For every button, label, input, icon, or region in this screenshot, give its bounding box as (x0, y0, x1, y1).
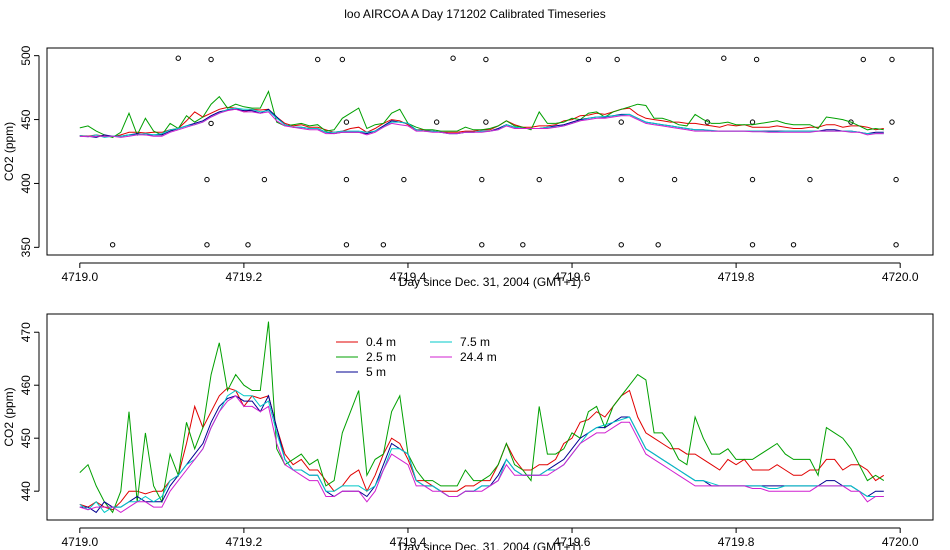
flag-point (749, 176, 756, 183)
top-panel-series (79, 89, 884, 138)
y-tick-label: 450 (19, 428, 33, 448)
x-tick-label: 4720.0 (882, 270, 919, 284)
flag-point (479, 242, 485, 248)
flag-point (753, 56, 760, 63)
flag-point (848, 119, 854, 125)
flag-point (208, 56, 214, 63)
flag-point (860, 56, 866, 63)
legend-item: 24.4 m (430, 350, 497, 364)
legend-label: 24.4 m (460, 350, 497, 364)
flag-point (618, 119, 624, 125)
top-panel-x-label: Day since Dec. 31, 2004 (GMT+1) (399, 275, 581, 289)
top-panel: 4719.0 4719.2 4719.4 4719.6 4719.8 4720.0 350… (2, 45, 934, 289)
x-tick-label: 4719.6 (554, 535, 591, 549)
legend-label: 2.5 m (366, 350, 396, 364)
flag-point (618, 176, 624, 183)
legend-label: 0.4 m (366, 335, 396, 349)
flag-point (245, 242, 251, 248)
flag-point (401, 176, 407, 183)
flag-point (889, 119, 895, 125)
series-line-2-5-m (79, 89, 884, 138)
x-tick-label: 4720.0 (882, 535, 919, 549)
flag-point (208, 120, 214, 127)
top-panel-plot-box (46, 47, 934, 256)
x-tick-label: 4719.4 (390, 535, 427, 549)
flag-point (749, 119, 756, 125)
flag-point (721, 55, 727, 61)
flag-point (175, 55, 181, 61)
y-tick-label: 470 (19, 322, 33, 342)
flag-point (204, 242, 210, 248)
y-tick-label: 400 (19, 173, 33, 193)
flag-point (807, 176, 813, 183)
flag-point (479, 176, 485, 183)
y-tick-label: 440 (19, 481, 33, 501)
legend-label: 7.5 m (460, 335, 490, 349)
series-line-5-m (79, 394, 884, 514)
bottom-panel-y-label: CO2 (ppm) (2, 387, 16, 446)
y-tick-label: 450 (19, 109, 33, 129)
x-tick-label: 4719.0 (61, 270, 98, 284)
flag-point (315, 56, 321, 63)
series-line-24-4-m (79, 108, 884, 138)
legend: 0.4 m2.5 m5 m 7.5 m24.4 m (336, 335, 497, 379)
flag-point (614, 56, 620, 63)
flag-point (343, 176, 350, 183)
top-panel-y-axis: 350 400 450 500 (19, 45, 40, 257)
x-tick-label: 4719.2 (226, 535, 263, 549)
flag-point (433, 119, 440, 125)
flag-point (339, 56, 346, 63)
flag-point (655, 242, 661, 248)
y-tick-label: 350 (19, 237, 33, 257)
flag-point (483, 56, 489, 63)
flag-point (261, 176, 268, 183)
flag-point (536, 176, 542, 183)
bottom-panel-x-label: Day since Dec. 31, 2004 (GMT+1) (399, 540, 581, 550)
legend-label: 5 m (366, 365, 386, 379)
series-line-24-4-m (79, 395, 884, 513)
legend-item: 2.5 m (336, 350, 396, 364)
bottom-panel: 4719.0 4719.2 4719.4 4719.6 4719.8 4720.0 440… (2, 313, 934, 550)
x-tick-label: 4719.0 (61, 535, 98, 549)
x-tick-label: 4719.8 (718, 270, 755, 284)
flag-point (450, 55, 456, 61)
top-panel-flag-points (109, 55, 899, 248)
flag-point (893, 242, 899, 248)
flag-point (520, 242, 526, 248)
flag-point (618, 242, 624, 248)
legend-item: 5 m (336, 365, 386, 379)
y-tick-label: 460 (19, 375, 33, 395)
bottom-panel-y-axis: 440 450 460 470 (19, 322, 40, 501)
flag-point (893, 176, 899, 183)
flag-point (380, 242, 387, 248)
flag-point (671, 176, 678, 183)
y-tick-label: 500 (19, 45, 33, 65)
x-tick-label: 4719.2 (226, 270, 263, 284)
flag-point (749, 242, 756, 248)
bottom-panel-series (79, 321, 885, 514)
flag-point (343, 119, 350, 125)
legend-item: 7.5 m (430, 335, 490, 349)
series-line-2-5-m (79, 321, 885, 514)
x-tick-label: 4719.4 (390, 270, 427, 284)
top-panel-y-label: CO2 (ppm) (2, 122, 16, 181)
bottom-panel-x-axis: 4719.0 4719.2 4719.4 4719.6 4719.8 4720.0 (61, 527, 919, 549)
x-tick-label: 4719.6 (554, 270, 591, 284)
flag-point (790, 242, 797, 248)
flag-point (204, 176, 210, 183)
flag-point (483, 119, 489, 125)
flag-point (889, 56, 895, 63)
flag-point (109, 242, 116, 248)
legend-item: 0.4 m (336, 335, 396, 349)
flag-point (585, 56, 592, 63)
flag-point (343, 242, 350, 248)
bottom-panel-plot-box (46, 313, 934, 521)
top-panel-x-axis: 4719.0 4719.2 4719.4 4719.6 4719.8 4720.0 (61, 262, 919, 284)
chart-title: loo AIRCOA A Day 171202 Calibrated Times… (344, 7, 606, 21)
x-tick-label: 4719.8 (718, 535, 755, 549)
